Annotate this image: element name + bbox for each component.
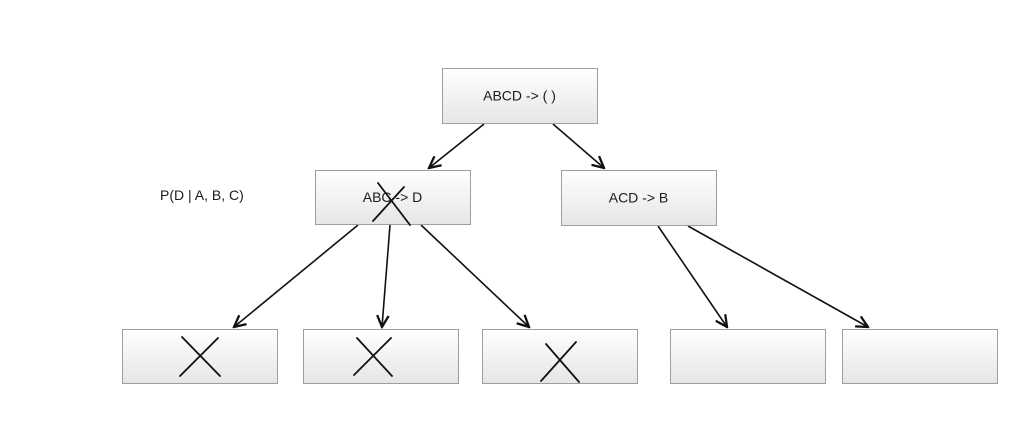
node-label-root: ABCD -> ( ): [483, 88, 556, 104]
node-leaf3: [482, 329, 638, 384]
cross-mark-leaf1: [179, 336, 221, 377]
node-label-left: ABC -> D: [363, 189, 423, 205]
edge-root-to-right: [552, 123, 604, 168]
node-box-leaf4: [670, 329, 826, 384]
cross-mark-leaf3: [540, 341, 580, 383]
edge-right-to-leaf5: [687, 225, 868, 327]
edge-left-to-leaf2: [382, 224, 391, 327]
node-right: ACD -> B: [561, 170, 717, 226]
edge-left-to-leaf3: [420, 224, 529, 327]
node-box-leaf3: [482, 329, 638, 384]
node-leaf5: [842, 329, 998, 384]
node-box-leaf5: [842, 329, 998, 384]
node-box-right: [561, 170, 717, 226]
cross-mark-leaf2: [353, 337, 393, 377]
node-label-right: ACD -> B: [609, 190, 669, 206]
edge-right-to-leaf4: [657, 225, 727, 327]
node-box-leaf2: [303, 329, 459, 384]
nodes: ABCD -> ( ) ABC -> D ACD -> B: [122, 68, 998, 384]
node-box-left: [315, 170, 471, 225]
node-left: ABC -> D: [315, 170, 471, 225]
conditional-probability-label: P(D | A, B, C): [160, 187, 244, 203]
crosses: [179, 182, 580, 383]
node-box-root: [442, 68, 598, 124]
edge-root-to-left: [429, 123, 485, 168]
edge-left-to-leaf1: [234, 224, 359, 327]
edges: [234, 123, 868, 327]
node-leaf4: [670, 329, 826, 384]
cross-mark-left: [372, 182, 411, 226]
node-leaf2: [303, 329, 459, 384]
node-root: ABCD -> ( ): [442, 68, 598, 124]
